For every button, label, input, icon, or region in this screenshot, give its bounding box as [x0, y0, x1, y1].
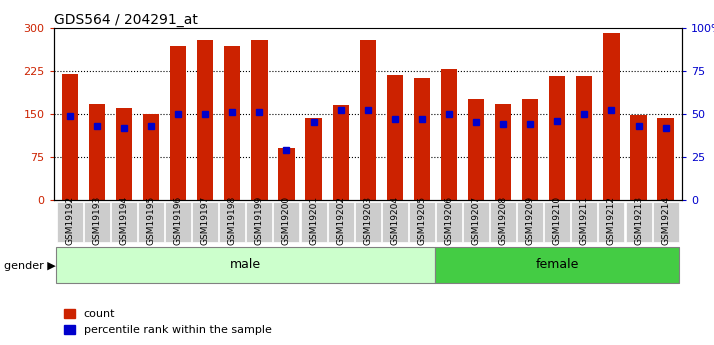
FancyBboxPatch shape [246, 202, 272, 242]
Text: GSM19198: GSM19198 [228, 196, 237, 245]
Bar [360, 40, 376, 200]
FancyBboxPatch shape [653, 202, 678, 242]
Text: GSM19192: GSM19192 [65, 196, 74, 245]
FancyBboxPatch shape [490, 202, 516, 242]
Bar [603, 33, 620, 200]
FancyBboxPatch shape [165, 202, 191, 242]
Bar [170, 46, 186, 200]
FancyBboxPatch shape [219, 202, 246, 242]
Text: GSM19205: GSM19205 [418, 196, 426, 245]
FancyBboxPatch shape [56, 247, 436, 283]
FancyBboxPatch shape [301, 202, 326, 242]
FancyBboxPatch shape [409, 202, 435, 242]
Text: GDS564 / 204291_at: GDS564 / 204291_at [54, 12, 198, 27]
Bar [387, 75, 403, 200]
Bar [495, 104, 511, 200]
FancyBboxPatch shape [571, 202, 598, 242]
Bar [89, 104, 105, 200]
Bar [333, 105, 348, 200]
FancyBboxPatch shape [436, 247, 679, 283]
Text: GSM19203: GSM19203 [363, 196, 372, 245]
Text: GSM19211: GSM19211 [580, 196, 589, 245]
Bar [278, 148, 295, 200]
Text: male: male [231, 258, 261, 271]
Text: gender ▶: gender ▶ [4, 261, 55, 270]
FancyBboxPatch shape [463, 202, 489, 242]
Text: GSM19214: GSM19214 [661, 196, 670, 245]
Bar [116, 108, 132, 200]
FancyBboxPatch shape [273, 202, 299, 242]
FancyBboxPatch shape [544, 202, 570, 242]
Text: GSM19204: GSM19204 [391, 196, 399, 245]
Bar [143, 114, 159, 200]
Bar [61, 73, 78, 200]
Bar [658, 118, 674, 200]
Text: GSM19202: GSM19202 [336, 196, 345, 245]
Bar [224, 46, 241, 200]
FancyBboxPatch shape [84, 202, 110, 242]
Text: GSM19193: GSM19193 [92, 196, 101, 245]
Text: GSM19195: GSM19195 [146, 196, 156, 245]
FancyBboxPatch shape [328, 202, 353, 242]
FancyBboxPatch shape [436, 202, 462, 242]
Bar [549, 77, 565, 200]
Text: GSM19206: GSM19206 [444, 196, 453, 245]
Text: GSM19194: GSM19194 [119, 196, 129, 245]
Text: GSM19201: GSM19201 [309, 196, 318, 245]
Bar [441, 69, 457, 200]
Bar [522, 99, 538, 200]
Text: GSM19208: GSM19208 [498, 196, 508, 245]
FancyBboxPatch shape [598, 202, 625, 242]
Text: GSM19212: GSM19212 [607, 196, 616, 245]
Text: GSM19209: GSM19209 [526, 196, 535, 245]
Bar [468, 99, 484, 200]
FancyBboxPatch shape [382, 202, 408, 242]
Bar [413, 78, 430, 200]
Text: GSM19210: GSM19210 [553, 196, 562, 245]
Text: GSM19213: GSM19213 [634, 196, 643, 245]
Bar [306, 118, 322, 200]
Text: GSM19197: GSM19197 [201, 196, 210, 245]
Text: female: female [536, 258, 579, 271]
Text: GSM19200: GSM19200 [282, 196, 291, 245]
FancyBboxPatch shape [138, 202, 164, 242]
Bar [630, 115, 647, 200]
FancyBboxPatch shape [111, 202, 137, 242]
Bar [576, 77, 593, 200]
FancyBboxPatch shape [192, 202, 218, 242]
Bar [197, 40, 213, 200]
Bar [251, 40, 268, 200]
Text: GSM19207: GSM19207 [471, 196, 481, 245]
FancyBboxPatch shape [355, 202, 381, 242]
Text: GSM19199: GSM19199 [255, 196, 264, 245]
FancyBboxPatch shape [625, 202, 652, 242]
Text: GSM19196: GSM19196 [174, 196, 183, 245]
FancyBboxPatch shape [57, 202, 83, 242]
Legend: count, percentile rank within the sample: count, percentile rank within the sample [59, 304, 276, 339]
FancyBboxPatch shape [517, 202, 543, 242]
